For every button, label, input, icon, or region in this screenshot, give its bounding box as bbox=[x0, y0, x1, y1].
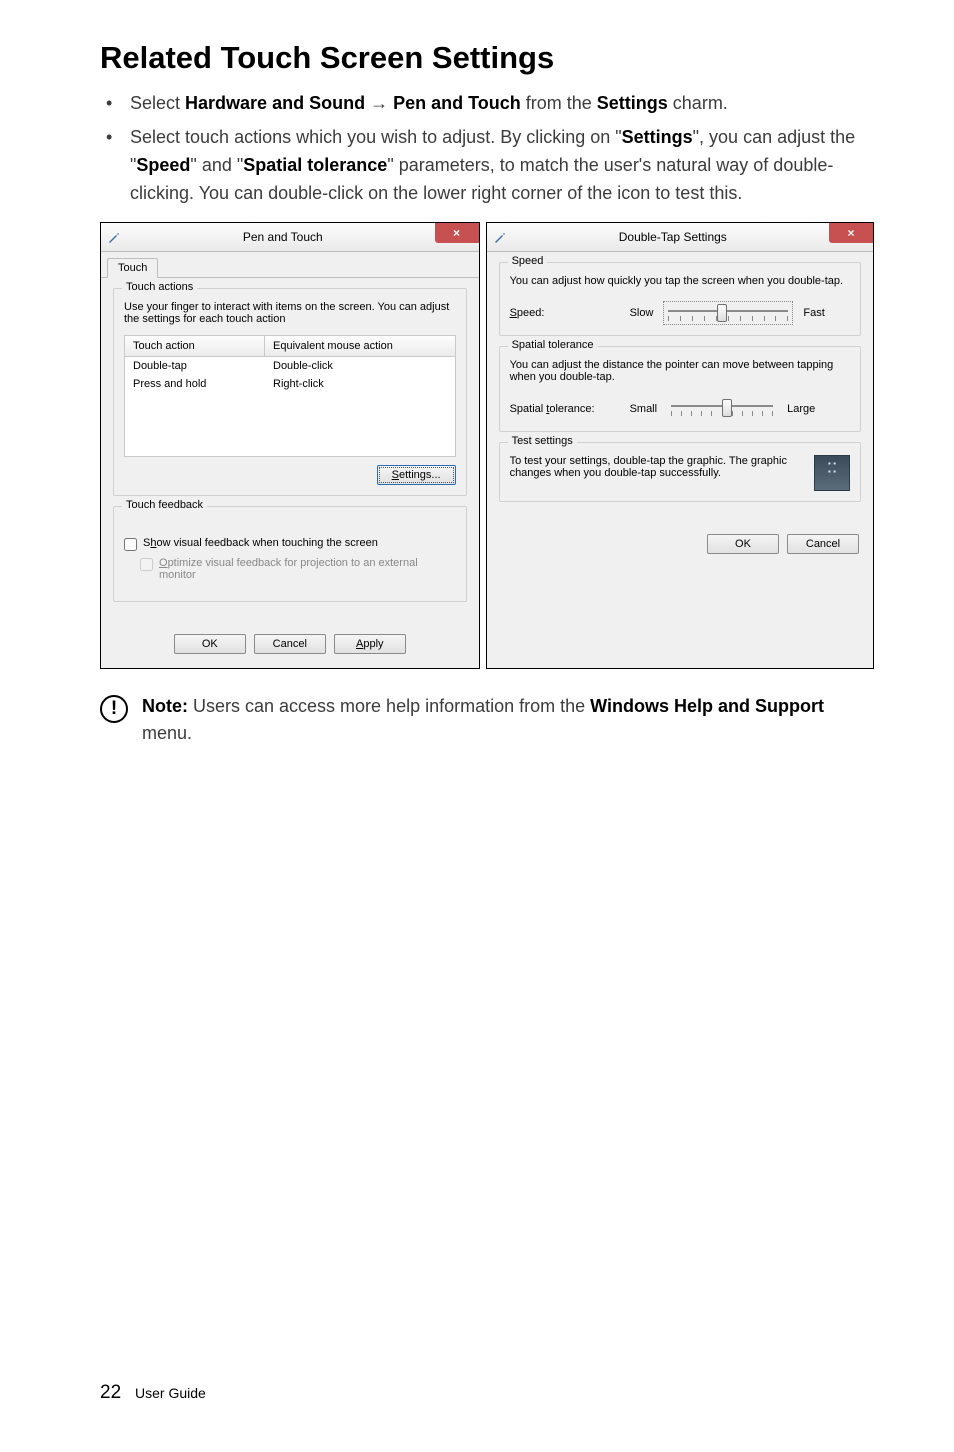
touch-feedback-group: Touch feedback Show visual feedback when… bbox=[113, 506, 467, 602]
pen-icon bbox=[107, 230, 121, 244]
dialog-title: Pen and Touch bbox=[127, 230, 479, 244]
spatial-tolerance-group: Spatial tolerance You can adjust the dis… bbox=[499, 346, 861, 432]
cancel-button[interactable]: Cancel bbox=[787, 534, 859, 554]
col-touch-action[interactable]: Touch action bbox=[125, 336, 265, 356]
group-title: Test settings bbox=[508, 435, 577, 447]
settings-button[interactable]: Settings... bbox=[377, 465, 456, 485]
test-graphic[interactable]: ▪ ▪▪ ▪ bbox=[814, 455, 850, 491]
touch-actions-group: Touch actions Use your finger to interac… bbox=[113, 288, 467, 496]
spatial-desc: You can adjust the distance the pointer … bbox=[510, 359, 850, 383]
touch-actions-table-header: Touch action Equivalent mouse action bbox=[124, 335, 456, 357]
titlebar: Double-Tap Settings × bbox=[487, 223, 873, 252]
spatial-label: Spatial tolerance: bbox=[510, 403, 620, 415]
group-title: Touch actions bbox=[122, 281, 197, 293]
slider-ticks bbox=[668, 316, 788, 321]
table-row[interactable]: Double-tap Double-click bbox=[125, 357, 455, 375]
group-desc: Use your finger to interact with items o… bbox=[124, 301, 456, 325]
close-button[interactable]: × bbox=[829, 223, 873, 243]
table-row[interactable]: Press and hold Right-click bbox=[125, 375, 455, 393]
optimize-feedback-checkbox[interactable]: Optimize visual feedback for projection … bbox=[140, 557, 456, 581]
dialog-footer: OK Cancel bbox=[487, 524, 873, 568]
speed-label: Speed: bbox=[510, 307, 620, 319]
pen-icon bbox=[493, 230, 507, 244]
group-title: Speed bbox=[508, 255, 548, 267]
cancel-button[interactable]: Cancel bbox=[254, 634, 326, 654]
group-title: Spatial tolerance bbox=[508, 339, 598, 351]
spatial-slider[interactable] bbox=[667, 397, 777, 421]
page-heading: Related Touch Screen Settings bbox=[100, 40, 874, 76]
close-button[interactable]: × bbox=[435, 223, 479, 243]
speed-desc: You can adjust how quickly you tap the s… bbox=[510, 275, 850, 287]
dialog-footer: OK Cancel Apply bbox=[101, 624, 479, 668]
titlebar: Pen and Touch × bbox=[101, 223, 479, 252]
tab-touch[interactable]: Touch bbox=[107, 258, 158, 278]
slider-thumb[interactable] bbox=[717, 304, 727, 322]
col-mouse-action[interactable]: Equivalent mouse action bbox=[265, 336, 455, 356]
group-title: Touch feedback bbox=[122, 499, 207, 511]
apply-button[interactable]: Apply bbox=[334, 634, 406, 654]
tab-strip: Touch bbox=[101, 252, 479, 278]
slow-label: Slow bbox=[630, 307, 654, 319]
test-settings-group: Test settings ▪ ▪▪ ▪ To test your settin… bbox=[499, 442, 861, 502]
bullet-1: Select Hardware and Sound → Pen and Touc… bbox=[100, 90, 874, 118]
ok-button[interactable]: OK bbox=[174, 634, 246, 654]
fast-label: Fast bbox=[803, 307, 824, 319]
dialog-title: Double-Tap Settings bbox=[513, 230, 873, 244]
bullet-2: Select touch actions which you wish to a… bbox=[100, 124, 874, 208]
ok-button[interactable]: OK bbox=[707, 534, 779, 554]
small-label: Small bbox=[630, 403, 658, 415]
footer-label: User Guide bbox=[135, 1385, 206, 1401]
test-desc: To test your settings, double-tap the gr… bbox=[510, 455, 850, 479]
speed-slider[interactable] bbox=[663, 301, 793, 325]
page-number: 22 bbox=[100, 1382, 121, 1403]
double-tap-settings-dialog: Double-Tap Settings × Speed You can adju… bbox=[486, 222, 874, 669]
show-feedback-checkbox[interactable]: Show visual feedback when touching the s… bbox=[124, 537, 456, 551]
speed-group: Speed You can adjust how quickly you tap… bbox=[499, 262, 861, 336]
note-icon: ! bbox=[100, 695, 128, 723]
large-label: Large bbox=[787, 403, 815, 415]
pen-and-touch-dialog: Pen and Touch × Touch Touch actions Use … bbox=[100, 222, 480, 669]
page-footer: 22 User Guide bbox=[100, 1382, 206, 1404]
note-text: Note: Users can access more help informa… bbox=[142, 693, 874, 749]
touch-actions-table-body[interactable]: Double-tap Double-click Press and hold R… bbox=[124, 357, 456, 457]
slider-thumb[interactable] bbox=[722, 399, 732, 417]
